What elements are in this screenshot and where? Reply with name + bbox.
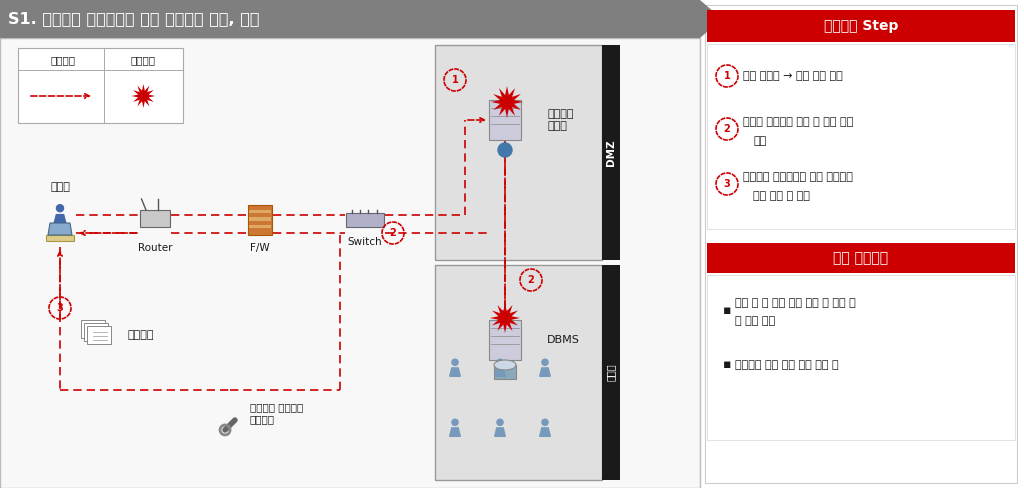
Bar (346, 213, 384, 227)
Bar (707, 10, 1015, 42)
Bar (602, 45, 620, 260)
Polygon shape (490, 303, 520, 333)
Text: 서비스 취약점을 통해 타 고객 정보: 서비스 취약점을 통해 타 고객 정보 (743, 117, 853, 127)
Bar (81, 320, 105, 338)
Text: 예상 점검내역: 예상 점검내역 (834, 251, 889, 265)
Text: 내부망: 내부망 (606, 364, 616, 381)
Polygon shape (700, 0, 722, 38)
Polygon shape (495, 428, 505, 436)
Text: 자동화된 프로그램을 통한 고객정보: 자동화된 프로그램을 통한 고객정보 (743, 172, 853, 182)
Text: 본인 외 타 고객 정보 열람 및 임의 수: 본인 외 타 고객 정보 열람 및 임의 수 (735, 298, 856, 308)
Text: 개인정보: 개인정보 (127, 330, 154, 340)
Text: DMZ: DMZ (606, 139, 616, 166)
Text: 시나리오 Step: 시나리오 Step (824, 19, 898, 33)
Text: 1: 1 (452, 75, 459, 85)
Polygon shape (131, 84, 156, 108)
Bar (602, 265, 620, 480)
Polygon shape (54, 215, 67, 224)
Bar (489, 320, 521, 360)
Bar (46, 235, 74, 241)
Text: 자동화된 정보수집
프로그램: 자동화된 정보수집 프로그램 (250, 402, 303, 424)
Text: Router: Router (138, 243, 172, 253)
Text: 1: 1 (724, 71, 730, 81)
Bar (707, 243, 1015, 273)
Polygon shape (450, 428, 461, 436)
Circle shape (542, 419, 548, 426)
Bar (494, 365, 516, 379)
Bar (707, 44, 1015, 229)
Text: 공격자: 공격자 (50, 182, 70, 192)
Text: 수집: 수집 (753, 136, 766, 146)
Circle shape (497, 419, 503, 426)
Text: 정상 로그인 → 본인 정보 열람: 정상 로그인 → 본인 정보 열람 (743, 71, 843, 81)
Text: ▪: ▪ (723, 304, 731, 317)
Ellipse shape (494, 360, 516, 370)
Polygon shape (540, 428, 550, 436)
Circle shape (497, 359, 503, 366)
Polygon shape (540, 368, 550, 376)
Circle shape (56, 204, 63, 212)
Bar (249, 217, 271, 221)
Circle shape (498, 143, 512, 157)
Bar (707, 275, 1015, 440)
Bar (249, 209, 271, 213)
Bar (18, 48, 183, 123)
Text: 2: 2 (724, 124, 730, 134)
Bar (249, 224, 271, 228)
Circle shape (542, 359, 548, 366)
Text: 3: 3 (56, 303, 63, 313)
Text: ▪: ▪ (723, 359, 731, 371)
Circle shape (452, 419, 458, 426)
Bar (248, 205, 272, 235)
Text: F/W: F/W (250, 243, 269, 253)
Bar (0, 38, 700, 488)
Polygon shape (48, 223, 72, 235)
Text: DBMS: DBMS (547, 335, 580, 345)
Bar (140, 210, 170, 226)
Bar (0, 0, 700, 38)
Text: 2: 2 (527, 275, 535, 285)
Polygon shape (495, 368, 505, 376)
Bar (489, 100, 521, 140)
Text: 대량 수집 및 유출: 대량 수집 및 유출 (753, 191, 810, 201)
Bar (84, 323, 108, 341)
Bar (705, 5, 1017, 483)
Text: 정 가능 여부: 정 가능 여부 (735, 316, 775, 326)
Text: 고객관리
시스템: 고객관리 시스템 (547, 109, 573, 131)
Circle shape (452, 359, 458, 366)
Text: 침해영역: 침해영역 (131, 55, 156, 65)
Text: 2: 2 (389, 228, 396, 238)
Text: 3: 3 (724, 179, 730, 189)
Bar (87, 326, 111, 344)
Text: Switch: Switch (348, 237, 382, 247)
Text: 고객정보 과다 조회 가능 여부 등: 고객정보 과다 조회 가능 여부 등 (735, 360, 839, 370)
Bar (435, 265, 602, 480)
Text: 공격경로: 공격경로 (50, 55, 75, 65)
Text: S1. 정보수집 프로그램을 통한 개인정보 수집, 유출: S1. 정보수집 프로그램을 통한 개인정보 수집, 유출 (8, 12, 259, 26)
Polygon shape (490, 86, 523, 118)
Polygon shape (450, 368, 461, 376)
Bar (435, 45, 602, 260)
